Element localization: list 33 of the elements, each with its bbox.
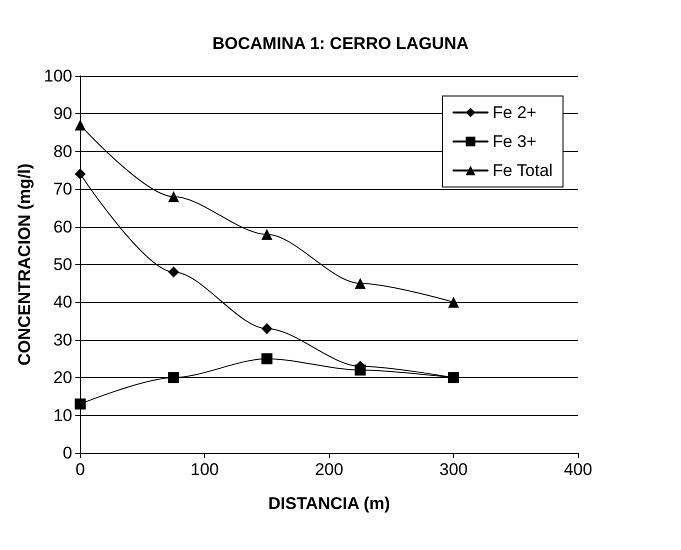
point [74,168,86,180]
y-tick-label: 70 [53,180,72,199]
y-tick-label: 90 [53,104,72,124]
x-axis-title: DISTANCIA (m) [268,494,390,513]
y-tick-label: 80 [53,142,72,161]
y-tick-label: 20 [53,368,72,388]
y-tick-label: 60 [53,217,72,236]
y-axis-title: CONCENTRACION (mg/l) [15,163,34,366]
x-tick-label: 100 [190,460,219,479]
point [74,398,86,410]
y-tick-label: 0 [62,444,72,462]
x-tick-label: 200 [314,460,344,479]
point [261,228,272,240]
point [74,120,86,131]
point [168,372,180,384]
y-tick-label: 100 [44,66,72,86]
chart-title: BOCAMINA 1: CERRO LAGUNA [212,34,469,53]
y-tick-label: 50 [53,255,72,274]
point [448,296,460,308]
point [261,323,272,334]
legend-label: Fe Total [492,161,553,180]
y-tick-label: 30 [53,330,72,350]
point [168,266,180,278]
x-tick-label: 300 [439,460,468,479]
x-tick-label: 0 [76,460,85,479]
point [354,278,366,289]
point [168,191,180,202]
legend-label: Fe 3+ [492,132,537,151]
x-tick-label: 400 [564,460,592,479]
legend-label: Fe 2+ [492,103,537,122]
y-tick-label: 10 [53,406,72,425]
y-tick-label: 40 [53,292,72,312]
point [261,353,272,364]
